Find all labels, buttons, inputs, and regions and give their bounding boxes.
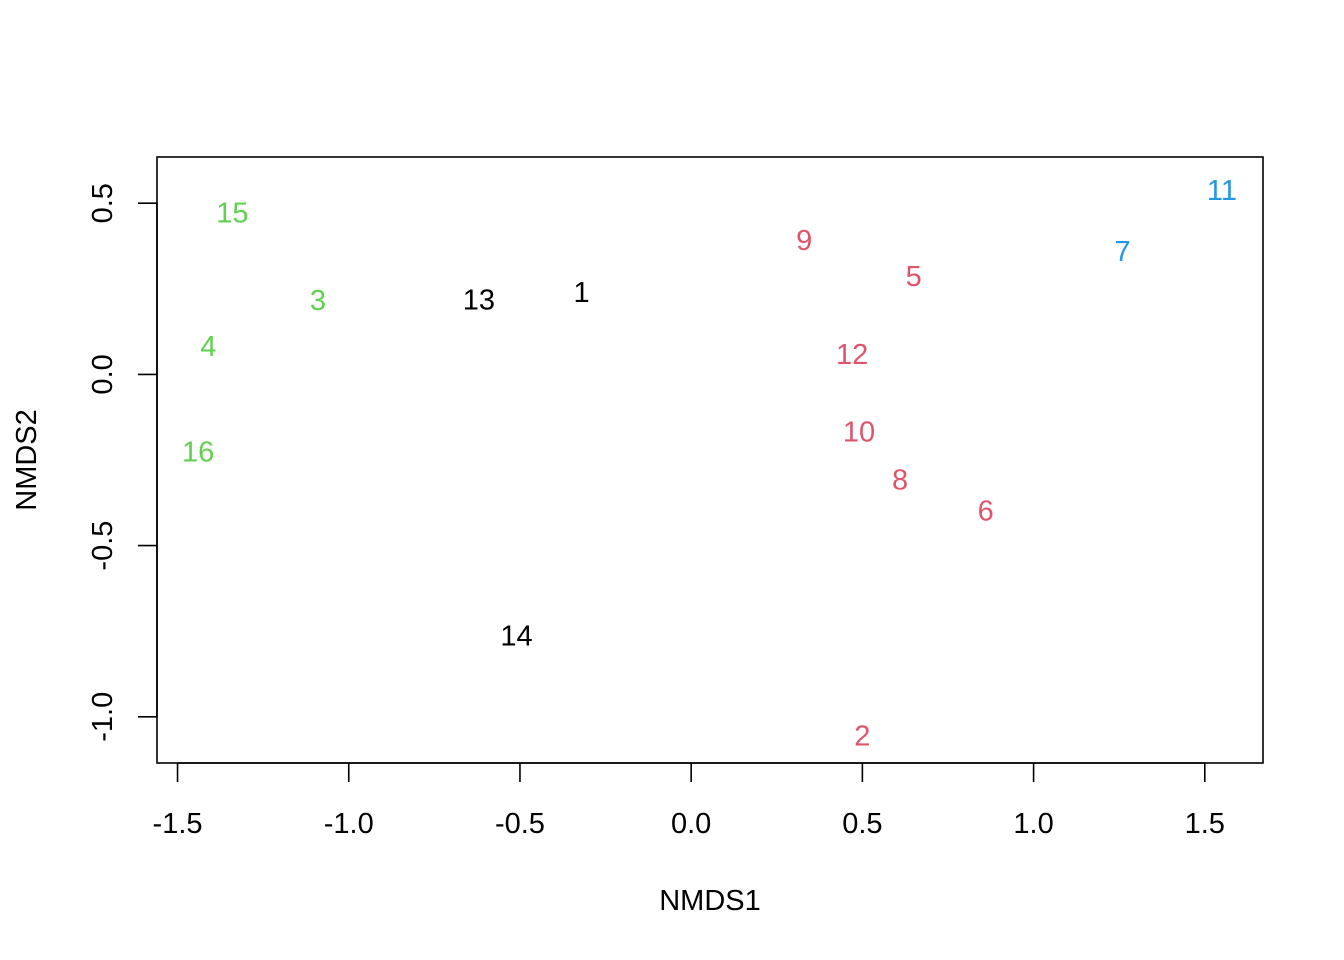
point-label-10: 10 [843, 417, 875, 449]
y-tick-label: 0.5 [87, 183, 119, 223]
point-label-4: 4 [200, 331, 216, 363]
point-label-15: 15 [216, 197, 248, 229]
y-axis: 0.5 0.0 -0.5 -1.0 [87, 183, 158, 742]
point-label-9: 9 [796, 225, 812, 257]
point-label-5: 5 [906, 261, 922, 293]
point-label-11: 11 [1207, 175, 1237, 207]
x-tick-label: 1.0 [1013, 808, 1053, 840]
y-tick-label: 0.0 [87, 354, 119, 394]
point-label-6: 6 [978, 495, 994, 527]
x-tick-label: -0.5 [495, 808, 545, 840]
x-axis-title: NMDS1 [659, 885, 761, 917]
y-axis-title: NMDS2 [11, 409, 43, 511]
point-label-14: 14 [500, 620, 532, 652]
x-tick-label: 1.5 [1185, 808, 1225, 840]
x-tick-label: -1.5 [153, 808, 203, 840]
x-tick-label: 0.0 [671, 808, 711, 840]
point-label-13: 13 [463, 284, 495, 316]
point-label-1: 1 [574, 277, 590, 309]
point-label-12: 12 [836, 339, 868, 371]
point-label-7: 7 [1115, 236, 1131, 268]
y-tick-label: -0.5 [87, 521, 119, 571]
x-tick-label: -1.0 [324, 808, 374, 840]
point-label-8: 8 [892, 465, 908, 497]
x-tick-label: 0.5 [842, 808, 882, 840]
point-label-16: 16 [182, 436, 214, 468]
point-label-2: 2 [854, 721, 870, 753]
point-label-3: 3 [310, 285, 326, 317]
x-axis: -1.5 -1.0 -0.5 0.0 0.5 1.0 1.5 [153, 762, 1225, 840]
y-tick-label: -1.0 [87, 692, 119, 742]
